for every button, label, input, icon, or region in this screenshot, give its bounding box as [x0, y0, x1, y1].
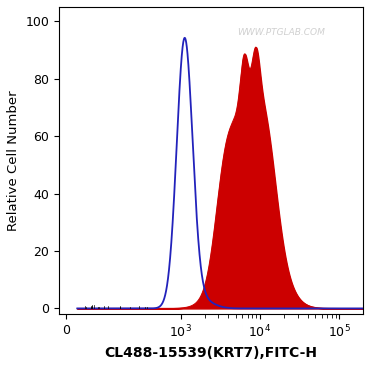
- Text: WWW.PTGLAB.COM: WWW.PTGLAB.COM: [237, 29, 325, 37]
- X-axis label: CL488-15539(KRT7),FITC-H: CL488-15539(KRT7),FITC-H: [105, 346, 317, 360]
- Y-axis label: Relative Cell Number: Relative Cell Number: [7, 90, 20, 231]
